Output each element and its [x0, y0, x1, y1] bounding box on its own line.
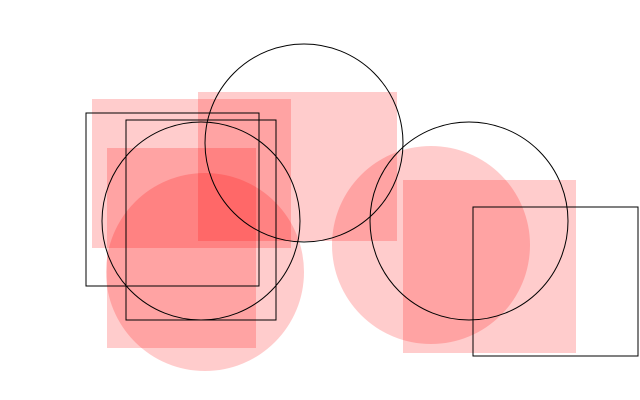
black-outline-shapes	[85, 43, 639, 357]
red-square-top-left	[92, 99, 291, 248]
outline-rect-left	[85, 112, 260, 287]
outline-rect-right	[472, 206, 639, 357]
red-square-right	[403, 180, 576, 353]
outline-circle-right	[369, 121, 569, 321]
red-square-left-lower	[107, 148, 256, 348]
translucent-red-shapes	[92, 92, 576, 371]
red-circle-right	[332, 146, 530, 344]
outline-circle-top	[204, 43, 404, 243]
outline-circle-left	[101, 121, 301, 321]
red-square-center	[198, 92, 397, 241]
red-circle-left	[106, 173, 304, 371]
